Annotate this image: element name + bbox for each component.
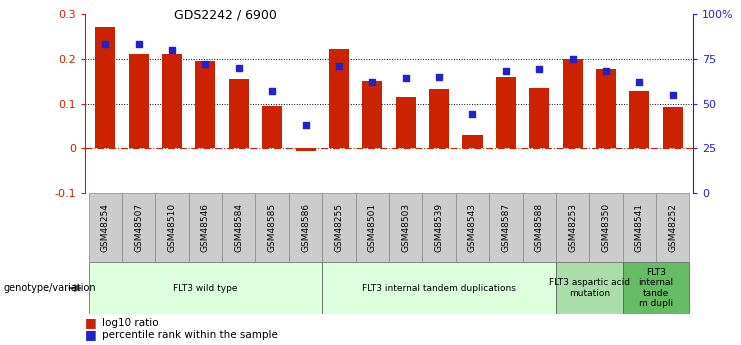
Text: FLT3 aspartic acid
mutation: FLT3 aspartic acid mutation	[549, 278, 630, 298]
Point	[400, 76, 412, 81]
Text: FLT3 wild type: FLT3 wild type	[173, 284, 238, 293]
Text: GSM48510: GSM48510	[167, 203, 176, 252]
FancyBboxPatch shape	[89, 262, 322, 314]
Bar	[596, 69, 616, 148]
Bar	[396, 97, 416, 148]
Bar	[562, 59, 582, 148]
FancyBboxPatch shape	[522, 193, 556, 262]
Text: GSM48586: GSM48586	[301, 203, 310, 252]
FancyBboxPatch shape	[156, 193, 189, 262]
Point	[433, 74, 445, 79]
Point	[99, 41, 111, 47]
Text: percentile rank within the sample: percentile rank within the sample	[102, 330, 277, 339]
Text: GDS2242 / 6900: GDS2242 / 6900	[174, 9, 277, 22]
Bar	[529, 88, 549, 148]
Text: GSM48255: GSM48255	[334, 203, 343, 252]
Bar	[229, 79, 249, 148]
Text: GSM48587: GSM48587	[502, 203, 511, 252]
Point	[467, 111, 479, 117]
FancyBboxPatch shape	[222, 193, 256, 262]
Point	[166, 47, 178, 52]
FancyBboxPatch shape	[189, 193, 222, 262]
Text: FLT3 internal tandem duplications: FLT3 internal tandem duplications	[362, 284, 516, 293]
Text: genotype/variation: genotype/variation	[4, 283, 96, 293]
Point	[634, 79, 645, 85]
Point	[133, 41, 144, 47]
Text: GSM48546: GSM48546	[201, 203, 210, 252]
Text: log10 ratio: log10 ratio	[102, 318, 158, 327]
Bar	[496, 77, 516, 148]
Point	[266, 88, 278, 94]
Text: GSM48585: GSM48585	[268, 203, 276, 252]
Bar	[362, 81, 382, 148]
Text: GSM48350: GSM48350	[602, 203, 611, 252]
Point	[600, 68, 612, 74]
FancyBboxPatch shape	[322, 193, 356, 262]
Bar	[329, 49, 349, 148]
Bar	[196, 61, 216, 148]
Bar	[462, 135, 482, 148]
FancyBboxPatch shape	[389, 193, 422, 262]
Bar	[662, 107, 682, 148]
Text: GSM48503: GSM48503	[401, 203, 411, 252]
FancyBboxPatch shape	[622, 262, 689, 314]
Point	[667, 92, 679, 97]
Point	[333, 63, 345, 69]
Text: ■: ■	[85, 328, 97, 341]
Text: GSM48253: GSM48253	[568, 203, 577, 252]
FancyBboxPatch shape	[89, 193, 122, 262]
Text: GSM48254: GSM48254	[101, 203, 110, 252]
FancyBboxPatch shape	[456, 193, 489, 262]
Bar	[162, 54, 182, 148]
Text: GSM48539: GSM48539	[435, 203, 444, 252]
Bar	[429, 89, 449, 148]
FancyBboxPatch shape	[356, 193, 389, 262]
Text: FLT3
internal
tande
m dupli: FLT3 internal tande m dupli	[639, 268, 674, 308]
Point	[299, 122, 311, 128]
FancyBboxPatch shape	[589, 193, 622, 262]
FancyBboxPatch shape	[489, 193, 522, 262]
Text: GSM48507: GSM48507	[134, 203, 143, 252]
FancyBboxPatch shape	[556, 262, 622, 314]
Text: GSM48252: GSM48252	[668, 203, 677, 252]
Point	[534, 67, 545, 72]
Point	[233, 65, 245, 70]
Point	[500, 68, 512, 74]
FancyBboxPatch shape	[289, 193, 322, 262]
Point	[366, 79, 378, 85]
Point	[567, 56, 579, 61]
Bar	[262, 106, 282, 148]
Bar	[296, 148, 316, 150]
FancyBboxPatch shape	[122, 193, 156, 262]
Bar	[629, 91, 649, 148]
FancyBboxPatch shape	[422, 193, 456, 262]
FancyBboxPatch shape	[656, 193, 689, 262]
Bar	[96, 27, 116, 148]
FancyBboxPatch shape	[322, 262, 556, 314]
FancyBboxPatch shape	[256, 193, 289, 262]
Point	[199, 61, 211, 67]
FancyBboxPatch shape	[556, 193, 589, 262]
Bar	[129, 54, 149, 148]
FancyBboxPatch shape	[622, 193, 656, 262]
Text: GSM48543: GSM48543	[468, 203, 477, 252]
Text: ■: ■	[85, 316, 97, 329]
Text: GSM48584: GSM48584	[234, 203, 243, 252]
Text: GSM48541: GSM48541	[635, 203, 644, 252]
Text: GSM48588: GSM48588	[535, 203, 544, 252]
Text: GSM48501: GSM48501	[368, 203, 377, 252]
